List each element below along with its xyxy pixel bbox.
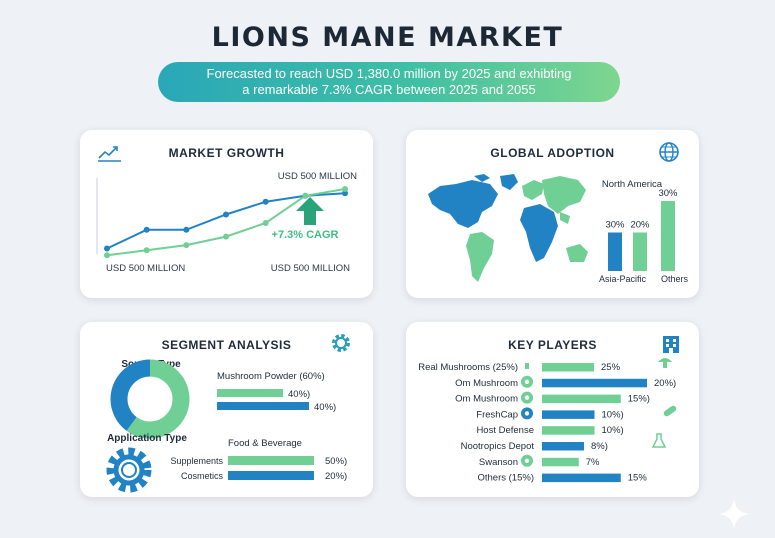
player-value-label: 15%) bbox=[628, 394, 650, 405]
food-beverage-label: Food & Beverage bbox=[228, 438, 302, 449]
location-pin-icon bbox=[521, 407, 533, 420]
capsule-icon bbox=[663, 405, 677, 417]
application-name-label: Supplements bbox=[170, 456, 223, 466]
growth-point bbox=[262, 220, 269, 226]
growth-x-start-label: USD 500 MILLION bbox=[106, 263, 185, 274]
key-players-chart: Real Mushrooms (25%) 25% Om Mushroom 20%) Om… bbox=[418, 358, 677, 484]
mushroom-icon bbox=[525, 363, 529, 369]
adoption-region-label-others: Others bbox=[661, 274, 689, 284]
growth-point bbox=[143, 226, 150, 233]
growth-point bbox=[262, 198, 269, 205]
growth-point bbox=[302, 192, 309, 199]
growth-arrow-icon bbox=[296, 197, 324, 225]
subtitle-line-2: a remarkable 7.3% CAGR between 2025 and … bbox=[242, 82, 536, 97]
growth-cagr-label: +7.3% CAGR bbox=[272, 229, 339, 241]
gear-icon bbox=[332, 334, 350, 352]
building-icon bbox=[663, 336, 679, 353]
segment-analysis-title: SEGMENT ANALYSIS bbox=[161, 338, 292, 352]
player-value-label: 10%) bbox=[602, 409, 624, 420]
person-icon bbox=[521, 454, 533, 467]
adoption-region-label-asia-pacific: Asia-Pacific bbox=[599, 274, 647, 284]
player-value-label: 7% bbox=[586, 457, 600, 468]
player-value-label: 20%) bbox=[654, 378, 676, 389]
donut-slice bbox=[110, 359, 190, 439]
application-type-label: Application Type bbox=[107, 433, 187, 444]
subtitle-banner: Forecasted to reach USD 1,380.0 million … bbox=[158, 62, 620, 102]
application-bar bbox=[228, 471, 314, 480]
growth-point bbox=[223, 211, 229, 218]
market-growth-title: MARKET GROWTH bbox=[168, 146, 285, 160]
leaf-icon bbox=[521, 375, 533, 388]
player-bar bbox=[542, 378, 647, 388]
player-value-label: 10%) bbox=[602, 425, 624, 436]
flask-icon bbox=[651, 433, 667, 448]
adoption-bar bbox=[661, 201, 675, 271]
player-name-label: Swanson bbox=[479, 457, 518, 468]
application-bar-label: 50%) bbox=[325, 456, 347, 467]
player-bar bbox=[542, 394, 621, 404]
player-bar bbox=[542, 410, 595, 419]
player-value-label: 25% bbox=[601, 362, 621, 373]
mushroom-powder-label: Mushroom Powder (60%) bbox=[217, 371, 325, 382]
key-players-card: KEY PLAYERS Real Mushrooms (25%) 25% Om Mu… bbox=[406, 322, 699, 497]
trend-line-icon bbox=[98, 146, 121, 162]
adoption-region-label-north-america: North America bbox=[602, 179, 663, 190]
adoption-bar bbox=[633, 232, 647, 271]
sparkle-icon bbox=[718, 498, 750, 530]
source-bar bbox=[217, 402, 309, 410]
segment-analysis-card: SEGMENT ANALYSIS Source Type Application … bbox=[80, 322, 373, 497]
player-bar bbox=[542, 426, 595, 435]
growth-point bbox=[223, 233, 229, 240]
market-growth-card: MARKET GROWTH +7.3% CAGR USD 500 MILLION U… bbox=[80, 130, 373, 298]
growth-point bbox=[183, 226, 190, 233]
growth-point bbox=[104, 252, 110, 259]
growth-top-label: USD 500 MILLION bbox=[278, 171, 357, 182]
mushroom-side-icon bbox=[658, 358, 672, 368]
page-title: LIONS MANE MARKET bbox=[211, 22, 564, 53]
adoption-bar bbox=[608, 232, 622, 271]
player-name-label: Nootropics Depot bbox=[461, 441, 535, 452]
key-players-title: KEY PLAYERS bbox=[508, 338, 597, 352]
player-name-label: FreshCap bbox=[476, 409, 518, 420]
player-bar bbox=[542, 473, 621, 483]
growth-point bbox=[342, 190, 348, 197]
source-bar-label: 40%) bbox=[288, 389, 310, 400]
global-adoption-card: GLOBAL ADOPTION 30% 20% 30% North America As… bbox=[406, 130, 699, 298]
player-bar bbox=[542, 457, 579, 467]
application-bar-label: 20%) bbox=[325, 471, 347, 482]
adoption-value-label: 30% bbox=[605, 220, 625, 231]
player-name-label: Om Mushroom bbox=[455, 378, 518, 389]
application-name-label: Cosmetics bbox=[181, 471, 224, 481]
gear-large-icon bbox=[106, 447, 152, 493]
adoption-value-label: 30% bbox=[658, 188, 678, 199]
world-map bbox=[428, 174, 588, 282]
source-bar bbox=[217, 389, 283, 397]
growth-x-end-label: USD 500 MILLION bbox=[271, 263, 350, 274]
application-bar bbox=[228, 456, 314, 465]
player-name-label: Real Mushrooms (25%) bbox=[418, 362, 518, 373]
source-bar-label: 40%) bbox=[314, 402, 336, 413]
player-bar bbox=[542, 363, 594, 372]
market-growth-chart: +7.3% CAGR USD 500 MILLION USD 500 MILLION… bbox=[96, 171, 357, 274]
player-bar bbox=[542, 442, 584, 451]
growth-point bbox=[143, 247, 150, 254]
player-name-label: Host Defense bbox=[476, 425, 534, 436]
globe-icon bbox=[659, 142, 679, 162]
growth-point bbox=[342, 186, 348, 192]
subtitle-line-1: Forecasted to reach USD 1,380.0 million … bbox=[206, 66, 572, 81]
player-name-label: Om Mushroom bbox=[455, 394, 518, 405]
adoption-value-label: 20% bbox=[630, 220, 650, 231]
player-value-label: 8%) bbox=[591, 441, 608, 452]
player-name-label: Others (15%) bbox=[478, 473, 535, 484]
growth-point bbox=[104, 245, 110, 252]
player-value-label: 15% bbox=[628, 473, 648, 484]
growth-point bbox=[183, 242, 190, 249]
global-adoption-title: GLOBAL ADOPTION bbox=[490, 146, 615, 160]
leaf-icon bbox=[521, 391, 533, 404]
